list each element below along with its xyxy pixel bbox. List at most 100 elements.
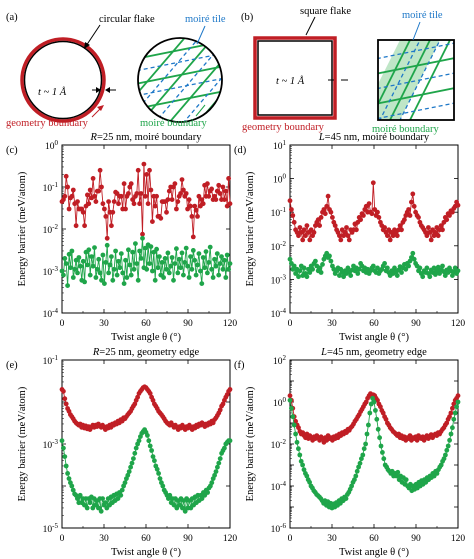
data-point-c-green [202,265,208,271]
data-point-c-green [75,270,80,276]
data-point-c-green [168,263,174,269]
data-point-d-red [402,217,407,223]
data-point-f-red [378,404,383,410]
data-point-d-red [303,233,308,239]
data-point-c-green [106,270,111,276]
chart-title-f: L=45 nm, geometry edge [320,347,427,358]
data-point-d-red [424,233,430,239]
data-point-c-red [165,197,171,203]
data-point-f-green [363,441,368,447]
data-point-c-green [109,254,114,259]
data-point-c-red [158,215,164,221]
data-point-c-green [127,262,133,268]
data-point-f-green [394,473,399,479]
flake-arrow-b [305,16,316,36]
data-point-c-red [142,193,148,199]
data-point-e-green [216,460,222,466]
data-point-d-red [426,225,431,230]
x-tick-label-f-4: 120 [451,534,466,544]
data-point-d-red [345,233,351,239]
data-point-c-green [219,254,224,259]
data-point-c-red [209,186,215,192]
data-point-f-green [352,477,357,483]
chart-title-e: R=25 nm, geometry edge [92,347,200,358]
data-point-c-green [103,260,109,265]
data-point-c-red [93,199,99,205]
data-point-c-red [99,184,104,190]
data-point-f-green [371,399,377,405]
plot-frame-c [61,144,231,314]
data-point-c-green [205,270,210,276]
data-point-d-red [354,227,359,233]
data-point-d-red [322,211,328,217]
y-axis-label-e: Energy barrier (meV/atom) [17,386,28,501]
data-point-e-green [146,438,152,444]
data-point-c-green [85,262,90,268]
chart-panel-e: (e) 0 30 60 90 120 10-5 10-3 10-1 Twist angle θ (… [6,347,237,558]
data-point-c-red [188,203,193,209]
data-point-d-red [358,217,363,223]
data-point-d-red [318,215,324,220]
data-point-d-red [411,203,417,209]
data-point-c-green [162,256,168,261]
data-point-c-red [130,197,136,203]
data-point-e-red [132,401,138,407]
chart-panel-f: (f) 0 30 60 90 120 10-6 10-4 10-2 100 102 Twist ang… [234,347,465,558]
data-point-c-green [159,260,165,265]
flake-label-a: circular flake [99,14,155,25]
data-point-d-red [342,230,348,235]
data-point-c-green [150,268,155,274]
data-point-c-green [224,252,230,258]
chart-title-var-f: L [320,347,327,358]
x-axis-label-c: Twist angle θ (°) [111,332,182,343]
data-point-e-green [69,483,75,489]
y-tick-label-e-2-exponent: -1 [52,354,58,362]
data-point-c-red [106,199,111,205]
data-point-c-green [96,256,102,262]
data-point-d-red [330,215,335,220]
data-point-d-red [324,203,330,209]
moire-tile-arrow-a [196,25,206,45]
data-point-e-green [122,480,128,486]
data-point-c-red [174,206,179,212]
data-point-c-green [185,263,191,269]
data-point-e-green [133,445,139,451]
data-point-d-green [297,268,303,274]
thickness-arrowhead-a-left [96,87,101,93]
data-point-c-red [104,235,110,241]
data-point-e-green [126,469,132,474]
data-point-e-green [149,448,155,453]
data-point-c-green [80,258,86,264]
y-tick-label-c-3-exponent: -1 [52,181,58,189]
x-tick-label-d-2: 60 [369,319,379,329]
panel-letter-b: (b) [241,12,254,23]
data-point-c-red [97,167,103,173]
x-tick-label-e-4: 120 [223,534,238,544]
chart-title-d: L=45 nm, moiré boundary [318,132,430,143]
y-tick-label-e-2: 10-1 [43,354,59,367]
y-tick-label-e-1: 10-3 [43,438,59,451]
chart-panel-d: (d)0 30 60 90 12010-410-310-210-1100101Twist… [234,132,465,343]
data-point-f-green [360,452,366,458]
data-point-e-green [212,472,218,478]
data-point-c-red [70,187,76,193]
data-point-c-red [222,197,227,203]
data-point-e-green [227,438,233,444]
data-point-e-red [227,387,233,392]
data-point-c-red [121,181,127,187]
data-point-f-green [366,422,371,428]
circular-flake-outer [20,37,106,123]
data-point-f-green [438,462,444,468]
data-point-c-green [189,266,195,272]
chart-title-rest-c: =25 nm, moiré boundary [97,132,202,143]
y-tick-label-d-4: 100 [273,173,287,186]
data-point-c-green [138,256,144,261]
data-point-c-red [90,176,96,181]
data-point-c-green [121,281,127,286]
data-point-f-green [448,431,454,437]
chart-title-rest-f: =45 nm, geometry edge [327,347,427,358]
data-point-f-green [367,410,373,416]
data-point-e-green [209,480,215,486]
data-point-d-red [447,213,452,218]
data-point-c-green [89,254,94,259]
